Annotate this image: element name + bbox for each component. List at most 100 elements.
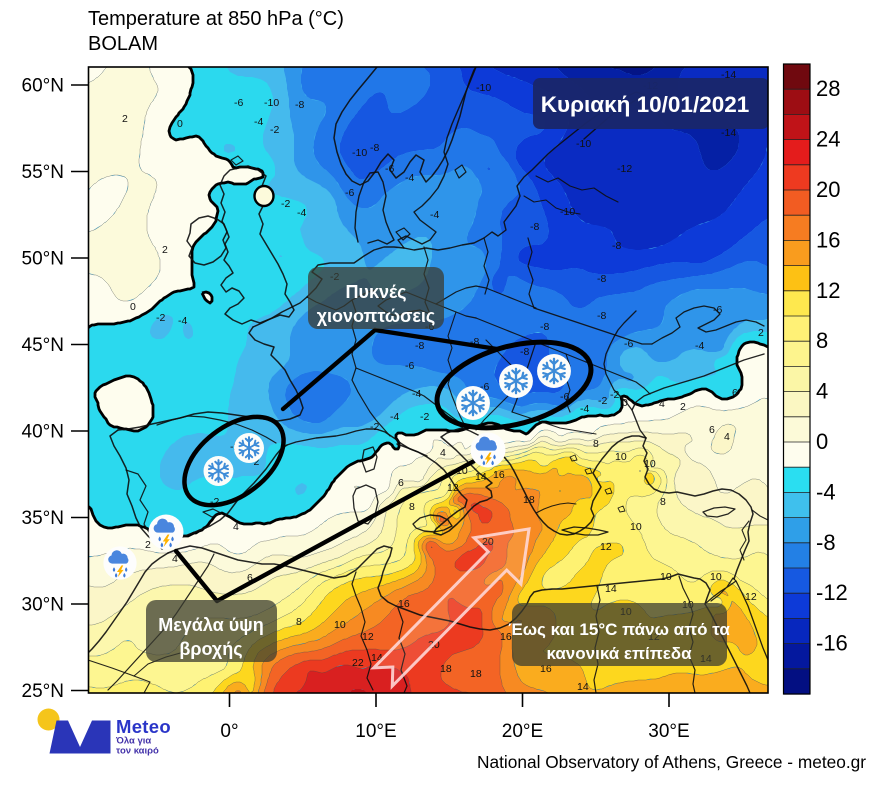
svg-text:-2: -2 xyxy=(210,496,219,508)
svg-text:10: 10 xyxy=(710,571,722,583)
svg-text:2: 2 xyxy=(145,539,151,551)
svg-text:-4: -4 xyxy=(695,340,704,352)
svg-text:Πυκνές: Πυκνές xyxy=(345,282,406,302)
svg-text:-2: -2 xyxy=(281,198,290,210)
svg-text:55°N: 55°N xyxy=(22,162,64,183)
svg-text:-10: -10 xyxy=(264,97,279,109)
svg-text:-10: -10 xyxy=(560,206,575,218)
svg-text:6: 6 xyxy=(247,572,253,584)
svg-text:-8: -8 xyxy=(597,310,606,322)
svg-text:2: 2 xyxy=(122,113,128,125)
svg-text:4: 4 xyxy=(816,379,828,404)
svg-text:-2: -2 xyxy=(156,312,165,324)
svg-text:16: 16 xyxy=(816,227,840,252)
svg-text:-4: -4 xyxy=(816,479,836,504)
svg-text:-6: -6 xyxy=(624,338,633,350)
svg-text:-6: -6 xyxy=(234,97,243,109)
svg-text:-4: -4 xyxy=(412,388,421,400)
svg-text:-8: -8 xyxy=(597,273,606,285)
svg-text:10: 10 xyxy=(660,571,672,583)
svg-text:-8: -8 xyxy=(295,99,304,111)
svg-text:0: 0 xyxy=(622,397,628,409)
svg-text:βροχής: βροχής xyxy=(179,639,242,659)
svg-text:-6: -6 xyxy=(385,163,394,175)
svg-text:-2: -2 xyxy=(250,456,259,468)
svg-text:-6: -6 xyxy=(345,187,354,199)
svg-text:22: 22 xyxy=(352,657,364,669)
svg-text:-4: -4 xyxy=(297,207,306,219)
svg-text:6: 6 xyxy=(732,387,738,399)
svg-text:12: 12 xyxy=(816,278,840,303)
svg-text:-6: -6 xyxy=(405,360,414,372)
svg-text:40°N: 40°N xyxy=(22,422,64,443)
svg-text:16: 16 xyxy=(398,598,410,610)
svg-text:20: 20 xyxy=(482,536,494,548)
svg-text:Έως και 15°C πάνω από τα: Έως και 15°C πάνω από τα xyxy=(508,620,730,639)
svg-text:16: 16 xyxy=(493,469,505,481)
svg-text:4: 4 xyxy=(659,398,665,410)
svg-text:-2: -2 xyxy=(610,389,619,401)
svg-text:50°N: 50°N xyxy=(22,249,64,270)
svg-text:10: 10 xyxy=(630,521,642,533)
svg-text:2: 2 xyxy=(680,401,686,413)
svg-text:-2: -2 xyxy=(370,421,379,433)
svg-text:-8: -8 xyxy=(520,346,529,358)
svg-text:10: 10 xyxy=(644,458,656,470)
svg-text:25°N: 25°N xyxy=(22,681,64,702)
svg-text:Temperature at 850 hPa (°C): Temperature at 850 hPa (°C) xyxy=(88,8,344,30)
svg-text:-16: -16 xyxy=(816,631,848,656)
svg-text:6: 6 xyxy=(709,424,715,436)
svg-text:-2: -2 xyxy=(420,411,429,423)
svg-text:0: 0 xyxy=(130,301,136,313)
svg-text:4: 4 xyxy=(233,521,239,533)
svg-text:18: 18 xyxy=(470,668,482,680)
svg-text:14: 14 xyxy=(475,471,487,483)
svg-text:-8: -8 xyxy=(470,336,479,348)
svg-text:-8: -8 xyxy=(612,240,621,252)
svg-text:10°E: 10°E xyxy=(355,721,396,742)
svg-text:κανονικά επίπεδα: κανονικά επίπεδα xyxy=(546,644,692,663)
svg-text:-8: -8 xyxy=(540,321,549,333)
svg-text:-6: -6 xyxy=(480,381,489,393)
svg-text:60°N: 60°N xyxy=(22,76,64,97)
svg-text:Μεγάλα ύψη: Μεγάλα ύψη xyxy=(158,615,264,635)
svg-text:10: 10 xyxy=(615,451,627,463)
svg-text:28: 28 xyxy=(816,76,840,101)
svg-text:-4: -4 xyxy=(178,315,187,327)
svg-text:-8: -8 xyxy=(530,221,539,233)
svg-text:8: 8 xyxy=(660,496,666,508)
svg-text:12: 12 xyxy=(362,631,374,643)
svg-text:4: 4 xyxy=(172,553,178,565)
svg-text:-2: -2 xyxy=(598,395,607,407)
svg-text:-8: -8 xyxy=(415,340,424,352)
svg-text:-4: -4 xyxy=(430,209,439,221)
svg-text:4: 4 xyxy=(440,447,446,459)
svg-text:-8: -8 xyxy=(816,530,836,555)
svg-text:8: 8 xyxy=(409,501,415,513)
svg-text:-4: -4 xyxy=(580,403,589,415)
svg-text:-4: -4 xyxy=(405,172,414,184)
svg-text:Όλα για: Όλα για xyxy=(115,736,151,747)
svg-text:20: 20 xyxy=(816,177,840,202)
svg-text:10: 10 xyxy=(334,619,346,631)
svg-text:χιονοπτώσεις: χιονοπτώσεις xyxy=(317,306,436,326)
svg-text:0: 0 xyxy=(816,429,828,454)
svg-text:2: 2 xyxy=(758,327,764,339)
svg-text:-12: -12 xyxy=(617,163,632,175)
svg-text:-4: -4 xyxy=(254,116,263,128)
svg-text:-12: -12 xyxy=(816,580,848,605)
svg-text:24: 24 xyxy=(816,127,840,152)
svg-text:Κυριακή 10/01/2021: Κυριακή 10/01/2021 xyxy=(541,92,750,117)
svg-text:10: 10 xyxy=(456,465,468,477)
svg-text:-6: -6 xyxy=(713,304,722,316)
svg-text:0: 0 xyxy=(177,118,183,130)
svg-text:16: 16 xyxy=(540,663,552,675)
svg-text:35°N: 35°N xyxy=(22,508,64,529)
svg-text:-4: -4 xyxy=(390,411,399,423)
svg-text:14: 14 xyxy=(605,583,617,595)
svg-text:-6: -6 xyxy=(560,391,569,403)
svg-text:12: 12 xyxy=(447,482,459,494)
svg-text:12: 12 xyxy=(745,591,757,603)
svg-text:16: 16 xyxy=(500,631,512,643)
svg-text:6: 6 xyxy=(398,477,404,489)
